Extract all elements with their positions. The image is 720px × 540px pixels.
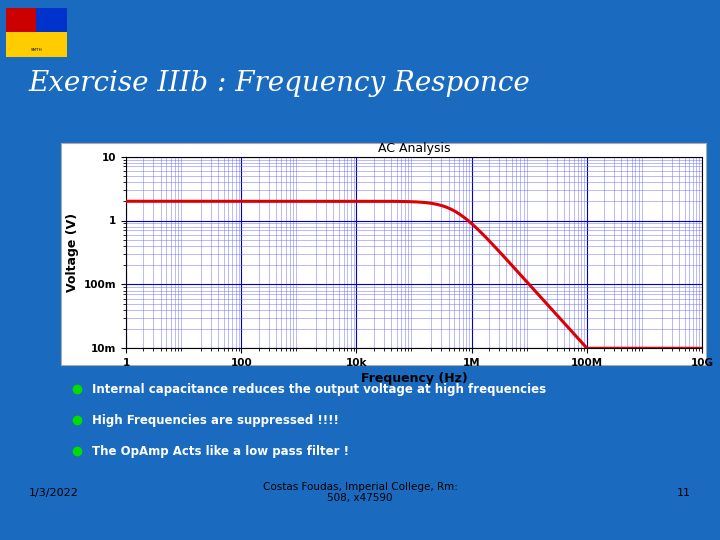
Text: The OpAmp Acts like a low pass filter !: The OpAmp Acts like a low pass filter !: [92, 444, 349, 457]
Text: 11: 11: [678, 488, 691, 498]
Bar: [36, 8, 67, 32]
Text: Costas Foudas, Imperial College, Rm:
508, x47590: Costas Foudas, Imperial College, Rm: 508…: [263, 482, 457, 503]
Text: High Frequencies are suppressed !!!!: High Frequencies are suppressed !!!!: [92, 414, 339, 427]
Text: Exercise IIIb : Frequency Responce: Exercise IIIb : Frequency Responce: [29, 70, 531, 97]
Title: AC Analysis: AC Analysis: [378, 143, 450, 156]
Bar: [6, 8, 36, 32]
Text: SMTH: SMTH: [30, 48, 42, 52]
Text: 1/3/2022: 1/3/2022: [29, 488, 78, 498]
Y-axis label: Voltage (V): Voltage (V): [66, 213, 79, 292]
Bar: [6, 32, 36, 57]
Bar: [36, 32, 67, 57]
Text: Internal capacitance reduces the output voltage at high frequencies: Internal capacitance reduces the output …: [92, 383, 546, 396]
X-axis label: Frequency (Hz): Frequency (Hz): [361, 372, 467, 385]
